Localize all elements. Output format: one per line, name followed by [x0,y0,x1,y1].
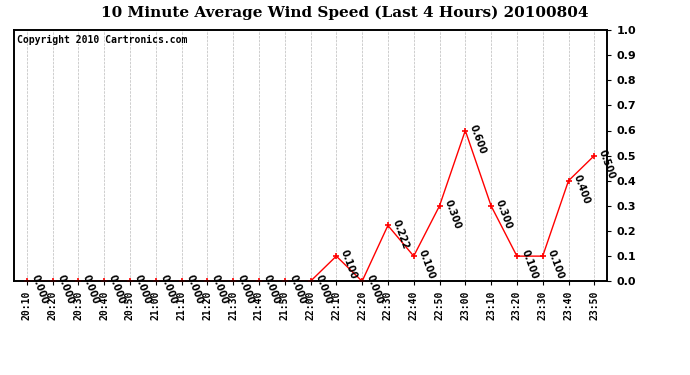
Text: 0.600: 0.600 [468,123,488,155]
Text: 0.000: 0.000 [313,274,333,306]
Text: 0.100: 0.100 [520,249,540,281]
Text: 0.000: 0.000 [159,274,179,306]
Text: 0.000: 0.000 [288,274,307,306]
Text: 0.000: 0.000 [107,274,127,306]
Text: 0.300: 0.300 [442,198,462,231]
Text: 0.300: 0.300 [494,198,514,231]
Text: 10 Minute Average Wind Speed (Last 4 Hours) 20100804: 10 Minute Average Wind Speed (Last 4 Hou… [101,6,589,20]
Text: 0.222: 0.222 [391,218,411,250]
Text: 0.000: 0.000 [262,274,282,306]
Text: 0.000: 0.000 [184,274,204,306]
Text: 0.000: 0.000 [81,274,101,306]
Text: 0.000: 0.000 [55,274,75,306]
Text: 0.100: 0.100 [546,249,565,281]
Text: 0.100: 0.100 [417,249,436,281]
Text: 0.000: 0.000 [30,274,50,306]
Text: 0.400: 0.400 [571,173,591,206]
Text: 0.000: 0.000 [210,274,230,306]
Text: 0.100: 0.100 [339,249,359,281]
Text: 0.000: 0.000 [365,274,385,306]
Text: 0.000: 0.000 [236,274,256,306]
Text: 0.000: 0.000 [132,274,152,306]
Text: Copyright 2010 Cartronics.com: Copyright 2010 Cartronics.com [17,35,187,45]
Text: 0.500: 0.500 [597,148,617,180]
